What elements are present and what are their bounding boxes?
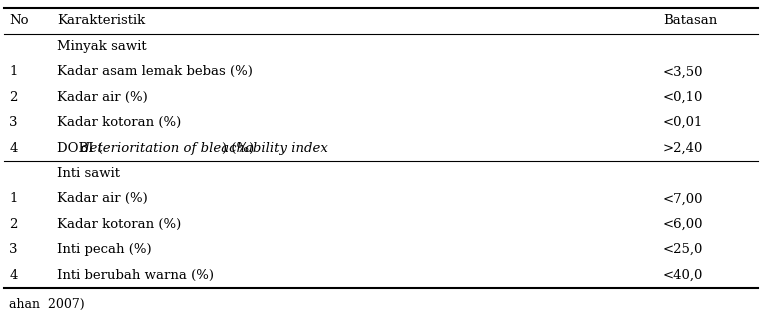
Text: DOBI (: DOBI (: [57, 142, 103, 154]
Text: 2: 2: [9, 218, 18, 231]
Text: ) (%): ) (%): [222, 142, 254, 154]
Text: Kadar kotoran (%): Kadar kotoran (%): [57, 218, 181, 231]
Text: Inti berubah warna (%): Inti berubah warna (%): [57, 269, 214, 281]
Text: 1: 1: [9, 192, 18, 205]
Text: <7,00: <7,00: [663, 192, 703, 205]
Text: <3,50: <3,50: [663, 65, 703, 78]
Text: Inti sawit: Inti sawit: [57, 167, 120, 180]
Text: Inti pecah (%): Inti pecah (%): [57, 243, 152, 256]
Text: <0,10: <0,10: [663, 91, 703, 104]
Text: Kadar air (%): Kadar air (%): [57, 91, 148, 104]
Text: Kadar kotoran (%): Kadar kotoran (%): [57, 116, 181, 129]
Text: 4: 4: [9, 269, 18, 281]
Text: <0,01: <0,01: [663, 116, 703, 129]
Text: >2,40: >2,40: [663, 142, 703, 154]
Text: <25,0: <25,0: [663, 243, 703, 256]
Text: <40,0: <40,0: [663, 269, 703, 281]
Text: <6,00: <6,00: [663, 218, 703, 231]
Text: deterioritation of bleachability index: deterioritation of bleachability index: [81, 142, 328, 154]
Text: Batasan: Batasan: [663, 15, 717, 27]
Text: Kadar asam lemak bebas (%): Kadar asam lemak bebas (%): [57, 65, 253, 78]
Text: 3: 3: [9, 116, 18, 129]
Text: Karakteristik: Karakteristik: [57, 15, 146, 27]
Text: 4: 4: [9, 142, 18, 154]
Text: 1: 1: [9, 65, 18, 78]
Text: ahan  2007): ahan 2007): [9, 298, 85, 311]
Text: 3: 3: [9, 243, 18, 256]
Text: Minyak sawit: Minyak sawit: [57, 40, 147, 53]
Text: 2: 2: [9, 91, 18, 104]
Text: Kadar air (%): Kadar air (%): [57, 192, 148, 205]
Text: No: No: [9, 15, 29, 27]
